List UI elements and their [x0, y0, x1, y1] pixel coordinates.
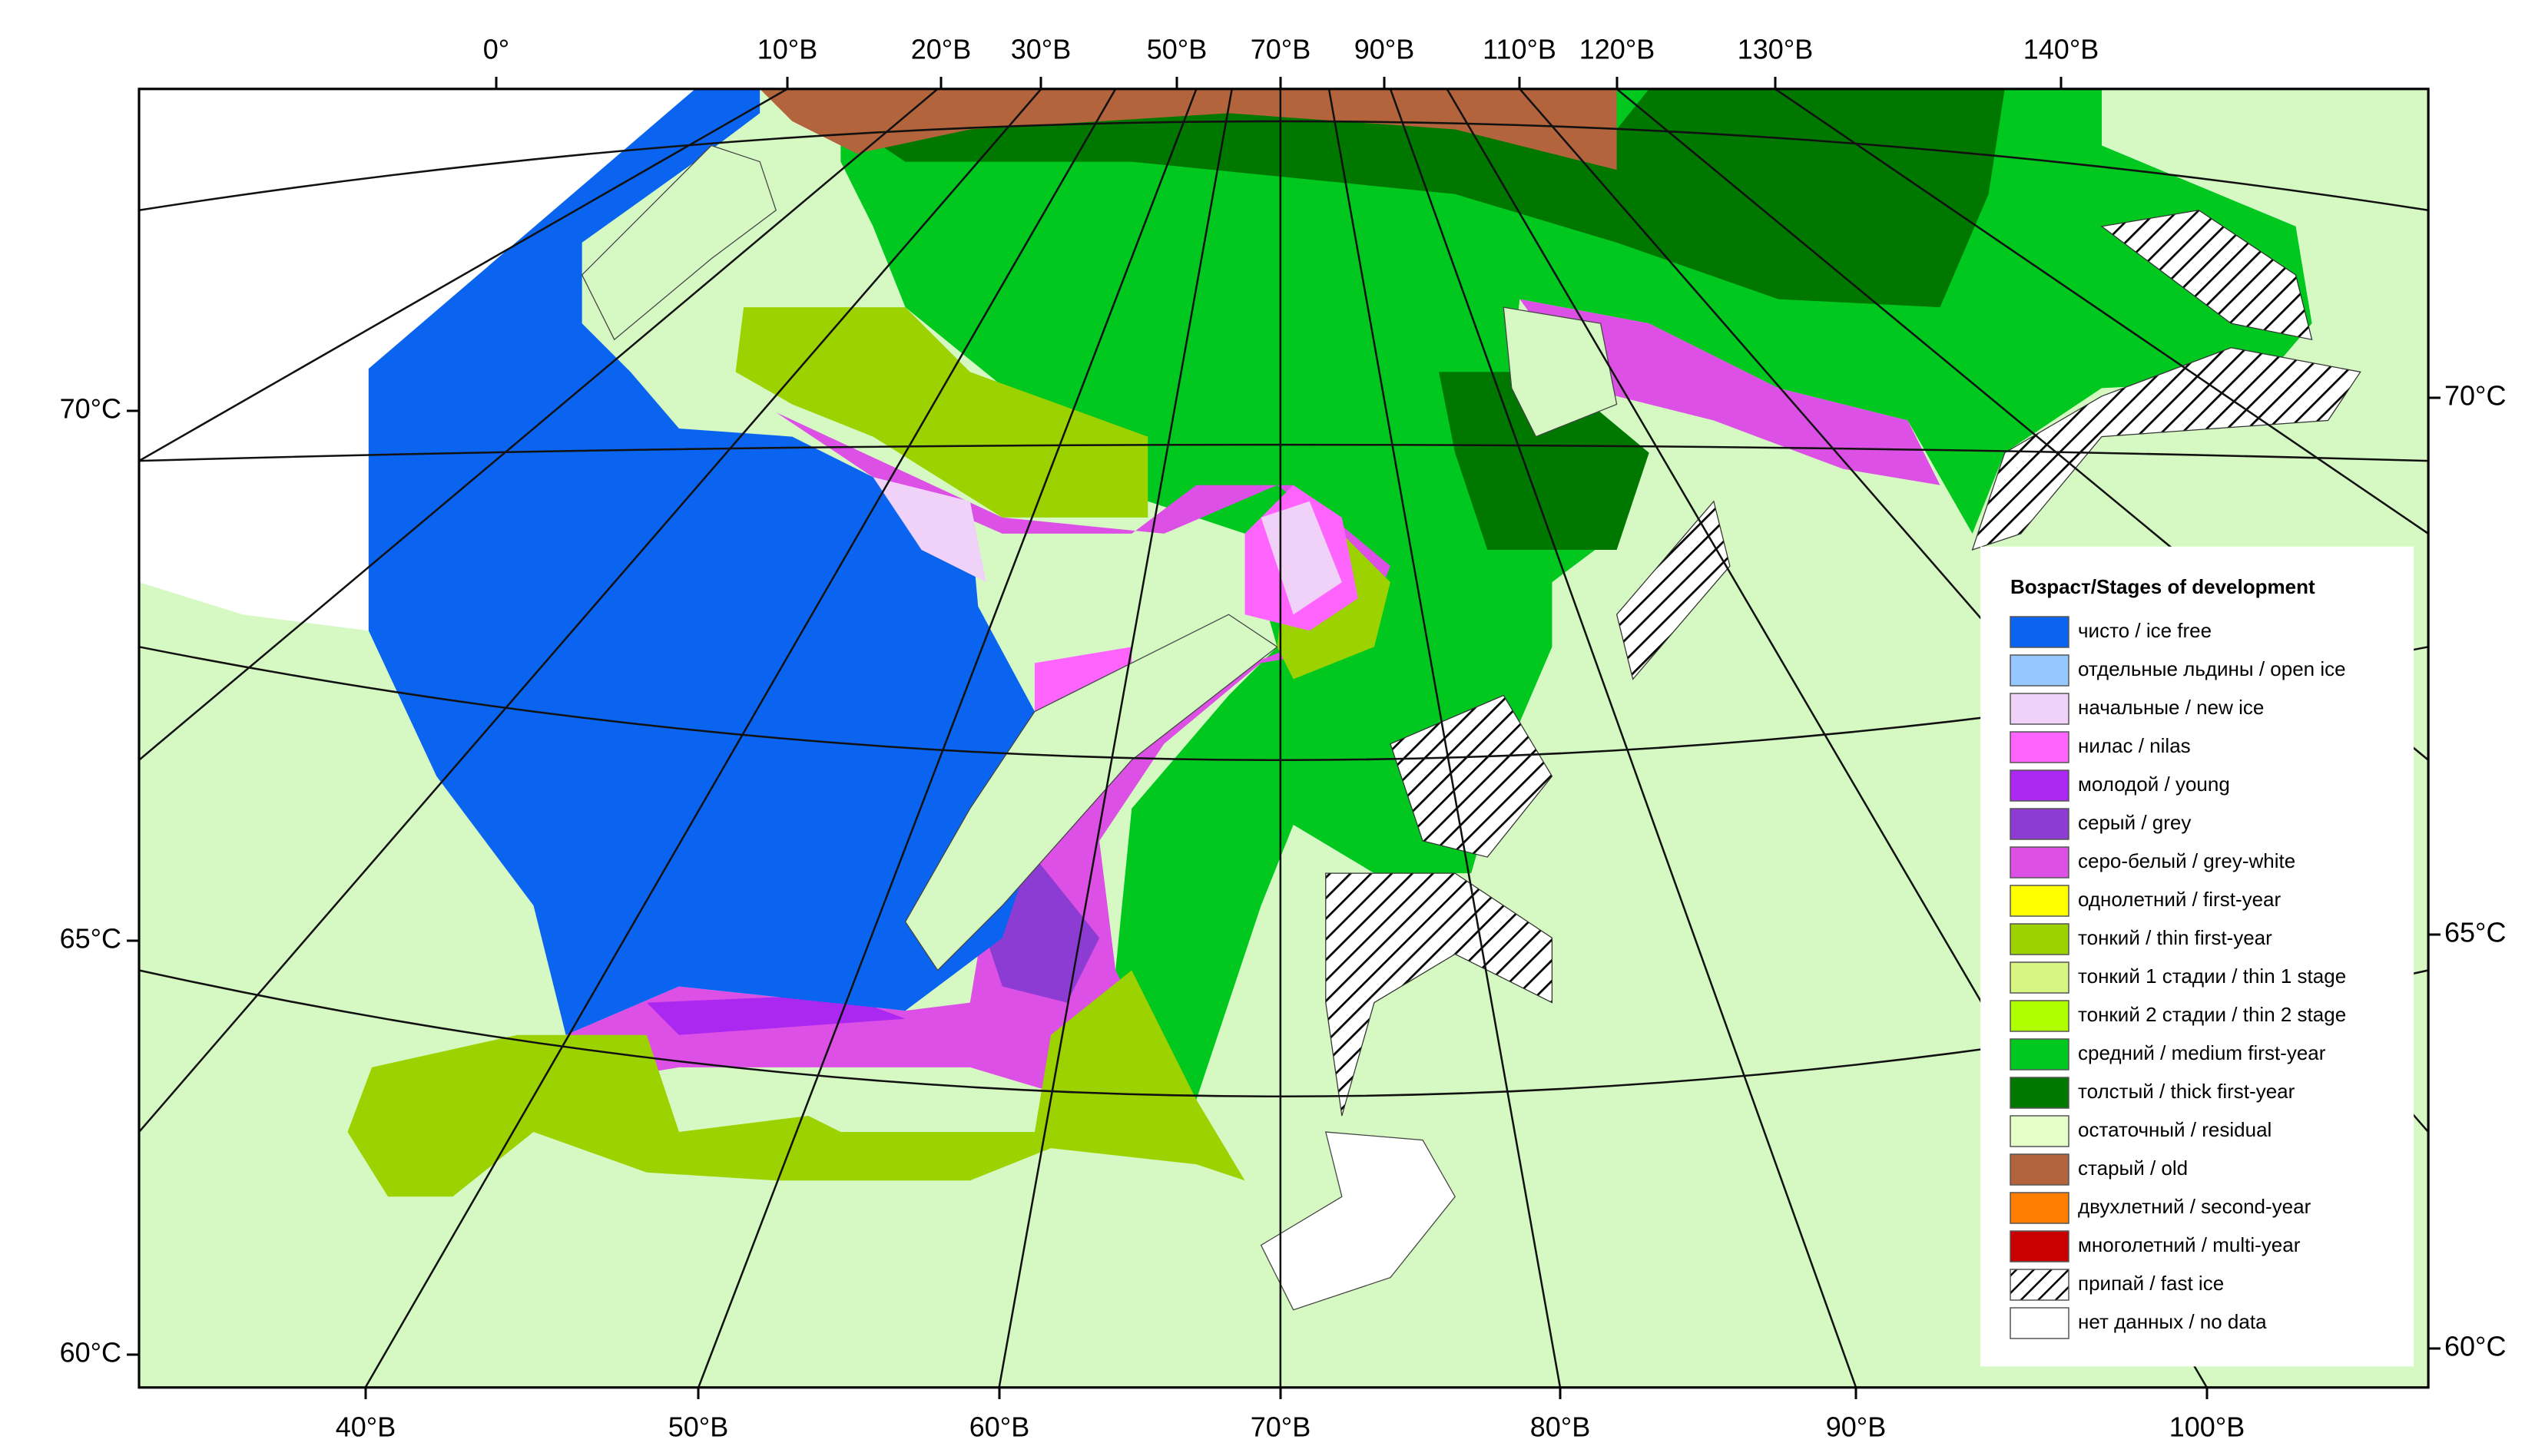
thick-ice — [1439, 372, 1649, 550]
longitude-label: 60°В — [969, 1411, 1029, 1443]
land-island — [904, 614, 1278, 971]
fast-ice — [1971, 347, 2361, 551]
longitude-label: 80°В — [1530, 1411, 1590, 1443]
medium-ice — [840, 88, 2312, 1100]
land-island — [1503, 306, 1618, 438]
no-data-area — [138, 88, 695, 631]
legend-swatch — [2010, 1077, 2069, 1109]
legend-swatch — [2010, 731, 2069, 763]
thick-ice — [857, 88, 2005, 308]
longitude-label: 70°В — [1251, 34, 1311, 65]
latitude-label: 70°С — [2444, 380, 2506, 412]
longitude-label: 40°В — [336, 1411, 396, 1443]
legend-label: отдельные льдины / open ice — [2078, 657, 2346, 680]
longitude-label: 50°В — [1147, 34, 1207, 65]
latitude-label: 60°С — [2444, 1331, 2506, 1362]
legend-label: старый / old — [2078, 1157, 2188, 1180]
longitude-label: 30°В — [1011, 34, 1071, 65]
legend-label: средний / medium first-year — [2078, 1041, 2326, 1064]
longitude-label: 100°В — [2169, 1411, 2245, 1443]
longitude-label: 110°В — [1483, 34, 1556, 65]
legend-swatch — [2010, 769, 2069, 802]
legend-label: нилас / nilas — [2078, 734, 2191, 757]
ice-free — [368, 88, 1035, 1035]
legend-swatch — [2010, 1115, 2069, 1147]
longitude-label: 0° — [483, 34, 509, 65]
fast-ice — [1325, 872, 1553, 1117]
legend-label: тонкий 2 стадии / thin 2 stage — [2078, 1003, 2346, 1026]
legend-label: остаточный / residual — [2078, 1118, 2272, 1141]
legend-swatch — [2010, 1038, 2069, 1070]
thin-ice — [347, 970, 1245, 1197]
legend-swatch — [2010, 616, 2069, 648]
legend-swatch — [2010, 1000, 2069, 1032]
longitude-label: 20°В — [911, 34, 971, 65]
legend-swatch — [2010, 885, 2069, 917]
legend-label: нет данных / no data — [2078, 1310, 2267, 1333]
legend-swatch — [2010, 693, 2069, 725]
longitude-label: 50°В — [668, 1411, 728, 1443]
longitude-label: 10°В — [757, 34, 817, 65]
thin-ice — [735, 307, 1148, 518]
longitude-label: 120°В — [1579, 34, 1655, 65]
legend-swatch — [2010, 808, 2069, 840]
land-island — [581, 144, 777, 341]
legend-swatch — [2010, 1192, 2069, 1224]
longitude-label: 140°В — [2023, 34, 2099, 65]
legend-label: молодой / young — [2078, 773, 2230, 796]
legend-title: Возраст/Stages of development — [2010, 575, 2315, 598]
grey-white-ice — [1519, 299, 1940, 485]
legend-label: однолетний / first-year — [2078, 888, 2282, 911]
latitude-label: 65°С — [2444, 917, 2506, 948]
legend-label: припай / fast ice — [2078, 1272, 2224, 1295]
legend-label: толстый / thick first-year — [2078, 1080, 2295, 1103]
new-ice — [873, 477, 986, 583]
longitude-label: 70°В — [1251, 1411, 1311, 1443]
fast-ice — [1390, 694, 1553, 858]
legend-label: тонкий 1 стадии / thin 1 stage — [2078, 965, 2346, 988]
legend-label: чисто / ice free — [2078, 619, 2212, 642]
latitude-label: 65°С — [60, 923, 121, 955]
longitude-label: 90°В — [1354, 34, 1414, 65]
legend-label: серо-белый / grey-white — [2078, 849, 2295, 872]
fast-ice — [2100, 210, 2313, 341]
latitude-label: 70°С — [60, 393, 121, 425]
legend-swatch — [2010, 1230, 2069, 1262]
old-ice — [760, 88, 1617, 170]
legend-swatch — [2010, 654, 2069, 687]
legend-swatch — [2010, 1153, 2069, 1186]
longitude-label: 90°В — [1826, 1411, 1886, 1443]
map-frame — [138, 88, 2430, 1389]
legend-swatch — [2010, 961, 2069, 994]
legend-label: многолетний / multi-year — [2078, 1233, 2301, 1256]
legend-label: тонкий / thin first-year — [2078, 926, 2272, 949]
legend-swatch — [2010, 1269, 2069, 1301]
legend-label: двухлетний / second-year — [2078, 1195, 2311, 1218]
fast-ice — [1615, 500, 1731, 680]
legend-swatch — [2010, 1307, 2069, 1339]
longitude-label: 130°В — [1738, 34, 1813, 65]
legend-swatch — [2010, 923, 2069, 955]
legend-label: начальные / new ice — [2078, 696, 2264, 719]
latitude-label: 60°С — [60, 1337, 121, 1368]
no-data-area — [1260, 1131, 1456, 1311]
young-ice — [646, 994, 906, 1035]
legend-label: серый / grey — [2078, 811, 2191, 834]
legend-swatch — [2010, 846, 2069, 879]
